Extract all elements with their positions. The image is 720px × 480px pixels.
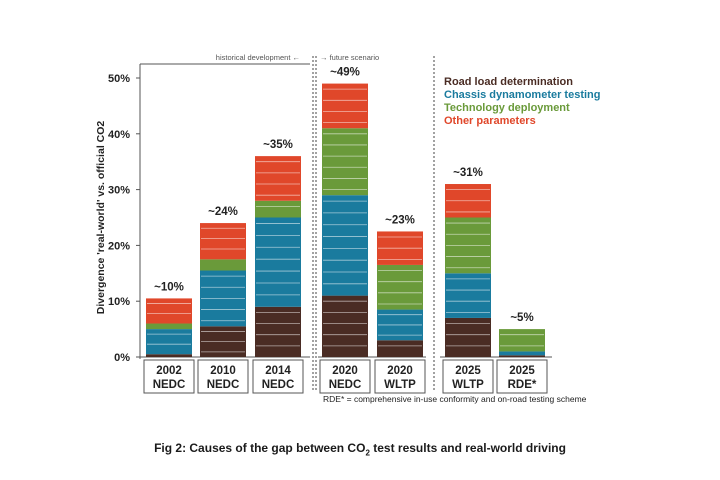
category-label-test: WLTP [384, 379, 416, 391]
total-label-4: ~49% [330, 67, 360, 79]
bar-segment-technology-deployment-7 [499, 329, 545, 352]
bar-segment-chassis-dynamometer-testing-6 [445, 273, 491, 318]
category-box-4 [319, 359, 371, 394]
future-annotation: → future scenario [320, 53, 379, 62]
category-label-year: 2025 [509, 365, 535, 377]
category-label-test: NEDC [262, 379, 295, 391]
caption-suffix: test results and real-world driving [369, 441, 566, 455]
bar-segment-other-parameters-2 [200, 223, 246, 260]
bar-segment-chassis-dynamometer-testing-1 [146, 329, 192, 355]
legend-item-3: Technology deployment [444, 102, 570, 114]
category-box-5 [374, 359, 426, 394]
bar-segment-road-load-determination-4 [322, 295, 368, 357]
bar-segment-other-parameters-3 [255, 156, 301, 201]
y-tick-label: 10% [108, 296, 130, 308]
category-label-year: 2002 [156, 365, 182, 377]
bar-segment-technology-deployment-1 [146, 323, 192, 330]
historical-annotation: historical development ← [216, 53, 300, 62]
bar-segment-chassis-dynamometer-testing-7 [499, 351, 545, 356]
y-axis-title: Divergence 'real-world' vs. official CO2 [95, 121, 107, 315]
category-label-year: 2020 [332, 365, 358, 377]
category-label-year: 2010 [210, 365, 236, 377]
bar-segment-technology-deployment-3 [255, 200, 301, 218]
category-label-year: 2025 [455, 365, 481, 377]
y-tick-label: 30% [108, 185, 130, 197]
caption-prefix: Fig 2: Causes of the gap between CO [154, 441, 366, 455]
total-label-7: ~5% [510, 312, 533, 324]
total-label-3: ~35% [263, 139, 293, 151]
total-label-1: ~10% [154, 281, 184, 293]
caption-subscript: 2 [365, 448, 370, 458]
category-label-test: WLTP [452, 379, 484, 391]
bar-segment-road-load-determination-3 [255, 306, 301, 357]
legend-item-1: Road load determination [444, 76, 573, 88]
category-box-7 [496, 359, 548, 394]
bar-segment-other-parameters-1 [146, 298, 192, 324]
bar-segment-road-load-determination-1 [146, 354, 192, 357]
bar-segment-road-load-determination-7 [499, 355, 545, 357]
y-tick-label: 50% [108, 73, 130, 85]
y-tick-label: 40% [108, 129, 130, 141]
category-label-test: NEDC [153, 379, 186, 391]
category-box-2 [197, 359, 249, 394]
category-label-test: NEDC [207, 379, 240, 391]
total-label-2: ~24% [208, 206, 238, 218]
bar-segment-technology-deployment-5 [377, 264, 423, 310]
bar-segment-road-load-determination-6 [445, 317, 491, 357]
co2-gap-chart: 0% 10% 20% 30% 40% 50% Divergence 'real-world'… [95, 53, 601, 404]
category-box-3 [252, 359, 304, 394]
bar-segment-road-load-determination-5 [377, 340, 423, 357]
category-box-6 [442, 359, 494, 394]
category-label-test: NEDC [329, 379, 362, 391]
category-label-year: 2014 [265, 365, 291, 377]
bar-segment-chassis-dynamometer-testing-3 [255, 217, 301, 307]
total-label-6: ~31% [453, 167, 483, 179]
bar-segment-other-parameters-4 [322, 83, 368, 129]
category-label-test: RDE* [508, 379, 537, 391]
y-tick-label: 20% [108, 240, 130, 252]
figure-caption: Fig 2: Causes of the gap between CO2 tes… [0, 441, 720, 457]
bar-segment-chassis-dynamometer-testing-4 [322, 195, 368, 296]
category-label-year: 2020 [387, 365, 413, 377]
y-tick-label: 0% [114, 352, 130, 364]
bar-segment-technology-deployment-2 [200, 259, 246, 271]
category-box-1 [143, 359, 195, 394]
total-label-5: ~23% [385, 214, 415, 226]
legend-item-4: Other parameters [444, 115, 536, 127]
legend-item-2: Chassis dynamometer testing [444, 89, 601, 101]
bar-segment-technology-deployment-4 [322, 128, 368, 196]
rde-footnote: RDE* = comprehensive in-use conformity a… [323, 394, 587, 404]
